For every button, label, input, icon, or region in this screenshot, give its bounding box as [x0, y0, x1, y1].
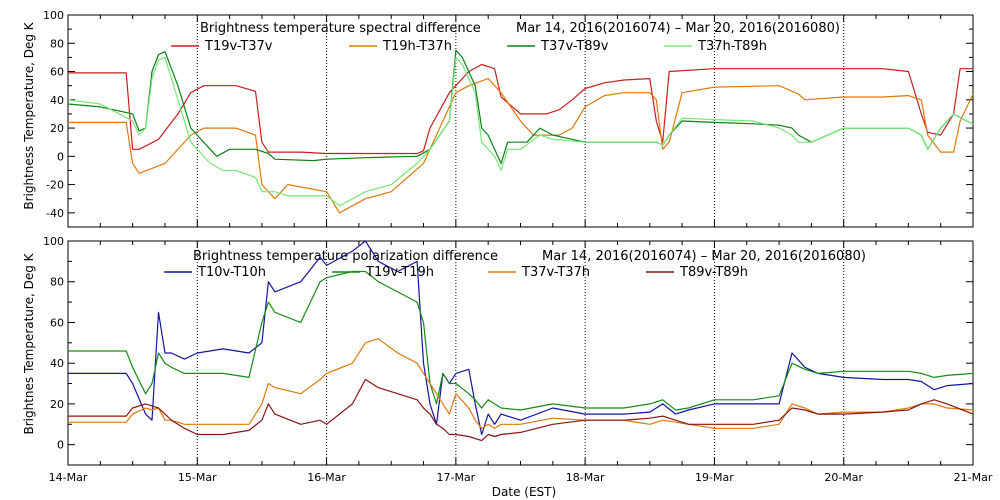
y-tick-label: 40 [50, 94, 64, 107]
y-tick-label: 60 [50, 316, 64, 329]
x-tick-label: 20-Mar [824, 471, 863, 484]
x-tick-label: 16-Mar [307, 471, 346, 484]
panel-title-spectral: Brightness temperature spectral differen… [200, 21, 481, 36]
x-tick-label: 14-Mar [49, 471, 88, 484]
series-line-t19v-t19h [68, 270, 974, 411]
x-tick-label: 21-Mar [954, 471, 993, 484]
panel-spectral-difference: Brightness temperature spectral differen… [22, 9, 974, 228]
legend-label: T37v-T37h [521, 265, 590, 280]
series-line-t89v-t89h [68, 378, 974, 442]
series-line-t19h-t37h [68, 77, 974, 214]
y-tick-label: 60 [50, 66, 64, 79]
x-axis-label: Date (EST) [492, 485, 556, 499]
y-tick-label: 80 [50, 37, 64, 50]
legend-label: T37h-T89h [697, 39, 767, 54]
y-tick-label: 0 [57, 150, 64, 163]
legend-label: T19h-T37h [382, 39, 452, 54]
panel-date-range-polarization: Mar 14, 2016(2016074) – Mar 20, 2016(201… [542, 249, 866, 264]
series-line-t37v-t37h [68, 338, 974, 429]
y-tick-label: 80 [50, 276, 64, 289]
legend-label: T10v-T10h [197, 265, 266, 280]
y-tick-label: 40 [50, 357, 64, 370]
y-tick-label: 0 [57, 439, 64, 452]
series-line-t19v-t37v [68, 63, 973, 155]
series-line-t10v-t10h [68, 240, 974, 436]
y-tick-label: 20 [50, 398, 64, 411]
x-tick-label: 19-Mar [695, 471, 734, 484]
panel-date-range-spectral: Mar 14, 2016(2016074) – Mar 20, 2016(201… [516, 21, 840, 36]
y-axis-label-polarization: Brightnes Temperature, Deg K [22, 252, 36, 434]
y-tick-label: 100 [43, 235, 64, 248]
panel-polarization-difference: Brightness temperature polarization diff… [22, 235, 993, 499]
x-tick-label: 15-Mar [178, 471, 217, 484]
legend-label: T89v-T89h [679, 265, 748, 280]
series-line-t37v-t89v [67, 49, 974, 164]
y-tick-label: 100 [43, 9, 64, 22]
y-tick-label: 20 [50, 122, 64, 135]
legend-label: T19v-T37v [204, 39, 273, 54]
series-line-t37h-t89h [67, 56, 974, 207]
legend-label: T37v-T89v [540, 39, 609, 54]
legend-label: T19v-T19h [365, 265, 434, 280]
x-tick-label: 18-Mar [566, 471, 605, 484]
y-axis-label-spectral: Brightness Temperature, Deg K [22, 21, 36, 209]
y-tick-label: -20 [46, 179, 64, 192]
panel-title-polarization: Brightness temperature polarization diff… [193, 249, 498, 264]
x-tick-label: 17-Mar [436, 471, 475, 484]
y-tick-label: -40 [46, 207, 64, 220]
